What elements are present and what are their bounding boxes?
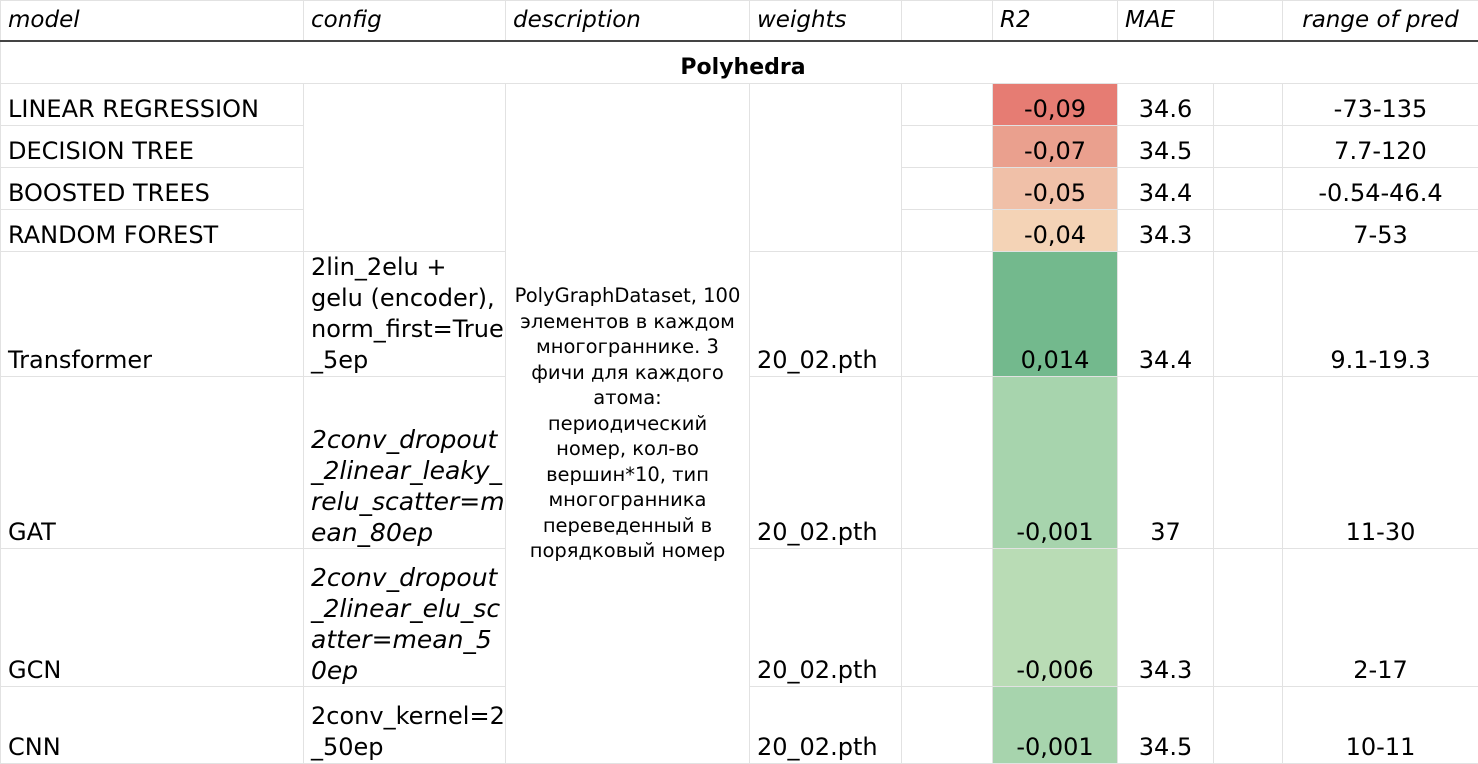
cell-blank[interactable] bbox=[902, 252, 993, 377]
header-r2[interactable]: R2 bbox=[993, 1, 1118, 42]
cell-blank-2[interactable] bbox=[1214, 549, 1283, 687]
header-blank[interactable] bbox=[902, 1, 993, 42]
cell-blank-2[interactable] bbox=[1214, 126, 1283, 168]
cell-mae[interactable]: 34.4 bbox=[1118, 252, 1214, 377]
cell-config[interactable]: 2conv_dropout_2linear_leaky_relu_scatter… bbox=[304, 377, 506, 549]
cell-r2[interactable]: -0,001 bbox=[993, 377, 1118, 549]
header-model[interactable]: model bbox=[1, 1, 304, 42]
section-title[interactable]: Polyhedra bbox=[1, 41, 1478, 84]
section-title-row: Polyhedra bbox=[1, 41, 1478, 84]
cell-weights[interactable] bbox=[750, 84, 902, 252]
cell-weights[interactable]: 20_02.pth bbox=[750, 687, 902, 764]
header-weights[interactable]: weights bbox=[750, 1, 902, 42]
cell-model[interactable]: RANDOM FOREST bbox=[1, 210, 304, 252]
cell-weights[interactable]: 20_02.pth bbox=[750, 549, 902, 687]
cell-blank[interactable] bbox=[902, 126, 993, 168]
cell-r2[interactable]: -0,04 bbox=[993, 210, 1118, 252]
cell-model[interactable]: DECISION TREE bbox=[1, 126, 304, 168]
header-range[interactable]: range of pred bbox=[1283, 1, 1478, 42]
cell-weights[interactable]: 20_02.pth bbox=[750, 252, 902, 377]
cell-config[interactable] bbox=[304, 84, 506, 252]
cell-blank-2[interactable] bbox=[1214, 168, 1283, 210]
cell-range[interactable]: 11-30 bbox=[1283, 377, 1478, 549]
cell-r2[interactable]: -0,001 bbox=[993, 687, 1118, 764]
cell-blank[interactable] bbox=[902, 84, 993, 126]
cell-blank[interactable] bbox=[902, 549, 993, 687]
cell-range[interactable]: 7.7-120 bbox=[1283, 126, 1478, 168]
header-mae[interactable]: MAE bbox=[1118, 1, 1214, 42]
cell-r2[interactable]: -0,05 bbox=[993, 168, 1118, 210]
header-row: model config description weights R2 MAE … bbox=[1, 1, 1478, 42]
cell-mae[interactable]: 34.3 bbox=[1118, 549, 1214, 687]
cell-blank-2[interactable] bbox=[1214, 377, 1283, 549]
cell-model[interactable]: BOOSTED TREES bbox=[1, 168, 304, 210]
cell-blank[interactable] bbox=[902, 687, 993, 764]
cell-description[interactable]: PolyGraphDataset, 100 элементов в каждом… bbox=[506, 84, 750, 764]
cell-model[interactable]: LINEAR REGRESSION bbox=[1, 84, 304, 126]
header-config[interactable]: config bbox=[304, 1, 506, 42]
cell-mae[interactable]: 34.4 bbox=[1118, 168, 1214, 210]
cell-config[interactable]: 2lin_2elu + gelu (encoder), norm_first=T… bbox=[304, 252, 506, 377]
cell-range[interactable]: -0.54-46.4 bbox=[1283, 168, 1478, 210]
cell-mae[interactable]: 37 bbox=[1118, 377, 1214, 549]
cell-config[interactable]: 2conv_dropout_2linear_elu_scatter=mean_5… bbox=[304, 549, 506, 687]
cell-r2[interactable]: 0,014 bbox=[993, 252, 1118, 377]
cell-range[interactable]: 10-11 bbox=[1283, 687, 1478, 764]
cell-model[interactable]: GAT bbox=[1, 377, 304, 549]
cell-weights[interactable]: 20_02.pth bbox=[750, 377, 902, 549]
cell-r2[interactable]: -0,09 bbox=[993, 84, 1118, 126]
cell-blank[interactable] bbox=[902, 168, 993, 210]
cell-blank[interactable] bbox=[902, 210, 993, 252]
cell-model[interactable]: CNN bbox=[1, 687, 304, 764]
cell-range[interactable]: -73-135 bbox=[1283, 84, 1478, 126]
table-row: LINEAR REGRESSION PolyGraphDataset, 100 … bbox=[1, 84, 1478, 126]
header-description[interactable]: description bbox=[506, 1, 750, 42]
cell-r2[interactable]: -0,006 bbox=[993, 549, 1118, 687]
cell-mae[interactable]: 34.5 bbox=[1118, 126, 1214, 168]
cell-blank-2[interactable] bbox=[1214, 84, 1283, 126]
cell-range[interactable]: 2-17 bbox=[1283, 549, 1478, 687]
cell-blank-2[interactable] bbox=[1214, 210, 1283, 252]
cell-range[interactable]: 9.1-19.3 bbox=[1283, 252, 1478, 377]
cell-mae[interactable]: 34.5 bbox=[1118, 687, 1214, 764]
cell-mae[interactable]: 34.3 bbox=[1118, 210, 1214, 252]
cell-config[interactable]: 2conv_kernel=2_50ep bbox=[304, 687, 506, 764]
cell-mae[interactable]: 34.6 bbox=[1118, 84, 1214, 126]
cell-blank-2[interactable] bbox=[1214, 687, 1283, 764]
cell-model[interactable]: Transformer bbox=[1, 252, 304, 377]
cell-model[interactable]: GCN bbox=[1, 549, 304, 687]
cell-blank-2[interactable] bbox=[1214, 252, 1283, 377]
header-blank-2[interactable] bbox=[1214, 1, 1283, 42]
cell-range[interactable]: 7-53 bbox=[1283, 210, 1478, 252]
cell-blank[interactable] bbox=[902, 377, 993, 549]
cell-r2[interactable]: -0,07 bbox=[993, 126, 1118, 168]
